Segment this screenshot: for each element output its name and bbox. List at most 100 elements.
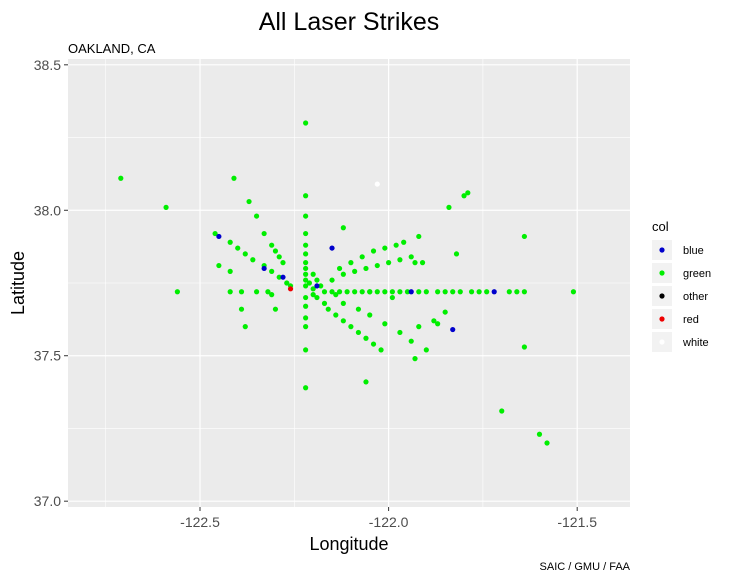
data-point-green bbox=[269, 268, 275, 274]
data-point-green bbox=[227, 289, 233, 295]
data-point-green bbox=[303, 303, 309, 309]
data-point-green bbox=[397, 329, 403, 336]
data-point-green bbox=[378, 347, 384, 353]
data-point-green bbox=[265, 289, 271, 295]
data-point-green bbox=[374, 262, 380, 269]
data-point-green bbox=[310, 286, 316, 292]
data-point-green bbox=[476, 289, 482, 295]
data-point-green bbox=[303, 324, 309, 330]
data-point-green bbox=[227, 239, 233, 245]
data-point-green bbox=[253, 213, 260, 219]
legend-label-green: green bbox=[683, 268, 711, 280]
data-point-green bbox=[570, 289, 577, 295]
data-point-green bbox=[363, 379, 369, 385]
y-tick-label: 38.5 bbox=[34, 57, 61, 73]
data-point-green bbox=[416, 324, 422, 330]
data-point-green bbox=[238, 289, 245, 295]
data-point-green bbox=[367, 312, 373, 318]
x-axis-label: Longitude bbox=[309, 534, 388, 554]
data-point-green bbox=[235, 245, 241, 251]
data-point-green bbox=[303, 347, 309, 353]
data-point-blue bbox=[329, 245, 335, 251]
major-gridlines bbox=[68, 59, 630, 507]
data-point-green bbox=[269, 292, 275, 298]
data-point-green bbox=[303, 120, 309, 126]
data-point-green bbox=[321, 300, 328, 306]
data-point-green bbox=[468, 289, 475, 295]
data-point-blue bbox=[408, 289, 414, 295]
data-point-green bbox=[461, 193, 467, 199]
data-point-green bbox=[416, 233, 422, 240]
legend-label-other: other bbox=[683, 291, 708, 303]
data-point-green bbox=[544, 440, 550, 446]
data-point-green bbox=[303, 213, 309, 219]
data-point-green bbox=[163, 204, 169, 210]
data-point-green bbox=[499, 408, 505, 414]
data-point-green bbox=[393, 242, 399, 248]
y-tick-label: 37.5 bbox=[34, 348, 61, 364]
data-point-green bbox=[484, 289, 490, 295]
data-point-green bbox=[423, 289, 429, 295]
legend-label-blue: blue bbox=[683, 245, 704, 257]
data-point-blue bbox=[491, 289, 497, 295]
data-point-green bbox=[310, 292, 316, 298]
data-point-green bbox=[514, 289, 520, 295]
data-point-green bbox=[272, 248, 279, 254]
data-point-green bbox=[348, 260, 354, 266]
data-point-blue bbox=[450, 326, 456, 333]
data-point-green bbox=[336, 265, 343, 272]
data-point-green bbox=[242, 324, 248, 330]
data-point-green bbox=[118, 175, 124, 181]
data-point-green bbox=[314, 277, 320, 283]
data-point-green bbox=[389, 289, 395, 295]
data-point-blue bbox=[314, 283, 320, 289]
data-point-green bbox=[261, 230, 267, 237]
data-point-green bbox=[174, 289, 180, 295]
legend-swatch-other bbox=[659, 293, 665, 299]
data-point-green bbox=[242, 251, 248, 257]
legend-swatch-red bbox=[659, 316, 665, 322]
data-point-green bbox=[216, 262, 222, 269]
data-point-green bbox=[348, 324, 354, 330]
data-point-green bbox=[303, 271, 309, 277]
data-point-green bbox=[303, 283, 309, 289]
data-point-green bbox=[435, 321, 441, 327]
data-point-green bbox=[280, 260, 286, 266]
data-point-green bbox=[453, 251, 460, 257]
y-axis: 37.0 37.5 38.0 38.5 bbox=[34, 57, 68, 509]
data-point-green bbox=[276, 274, 282, 280]
data-point-green bbox=[465, 190, 471, 196]
legend-label-red: red bbox=[683, 314, 699, 326]
data-point-green bbox=[336, 289, 343, 295]
data-point-green bbox=[352, 268, 358, 274]
data-point-green bbox=[408, 338, 414, 344]
data-point-green bbox=[246, 198, 252, 205]
data-point-green bbox=[442, 309, 448, 315]
data-point-green bbox=[374, 289, 380, 295]
data-point-green bbox=[321, 289, 328, 295]
data-point-green bbox=[416, 289, 422, 295]
data-point-green bbox=[359, 254, 365, 260]
legend-swatch-white bbox=[659, 339, 665, 345]
data-point-green bbox=[370, 341, 377, 347]
data-point-green bbox=[227, 268, 233, 274]
data-point-green bbox=[303, 193, 309, 199]
data-point-green bbox=[352, 289, 358, 295]
x-tick-label: -121.5 bbox=[557, 514, 597, 530]
y-tick-label: 37.0 bbox=[34, 493, 61, 509]
data-point-green bbox=[306, 280, 312, 286]
data-point-green bbox=[521, 289, 527, 295]
data-point-green bbox=[325, 306, 331, 312]
data-point-green bbox=[355, 306, 362, 312]
data-point-green bbox=[536, 431, 543, 437]
legend: col blue green other red white bbox=[652, 219, 711, 352]
data-point-green bbox=[370, 248, 377, 254]
x-axis: -122.5 -122.0 -121.5 bbox=[180, 507, 597, 530]
data-point-green bbox=[231, 175, 237, 181]
data-point-green bbox=[431, 318, 437, 324]
data-points bbox=[118, 120, 577, 446]
data-point-green bbox=[382, 289, 388, 295]
legend-swatch-green bbox=[659, 270, 665, 276]
data-point-green bbox=[253, 289, 260, 295]
